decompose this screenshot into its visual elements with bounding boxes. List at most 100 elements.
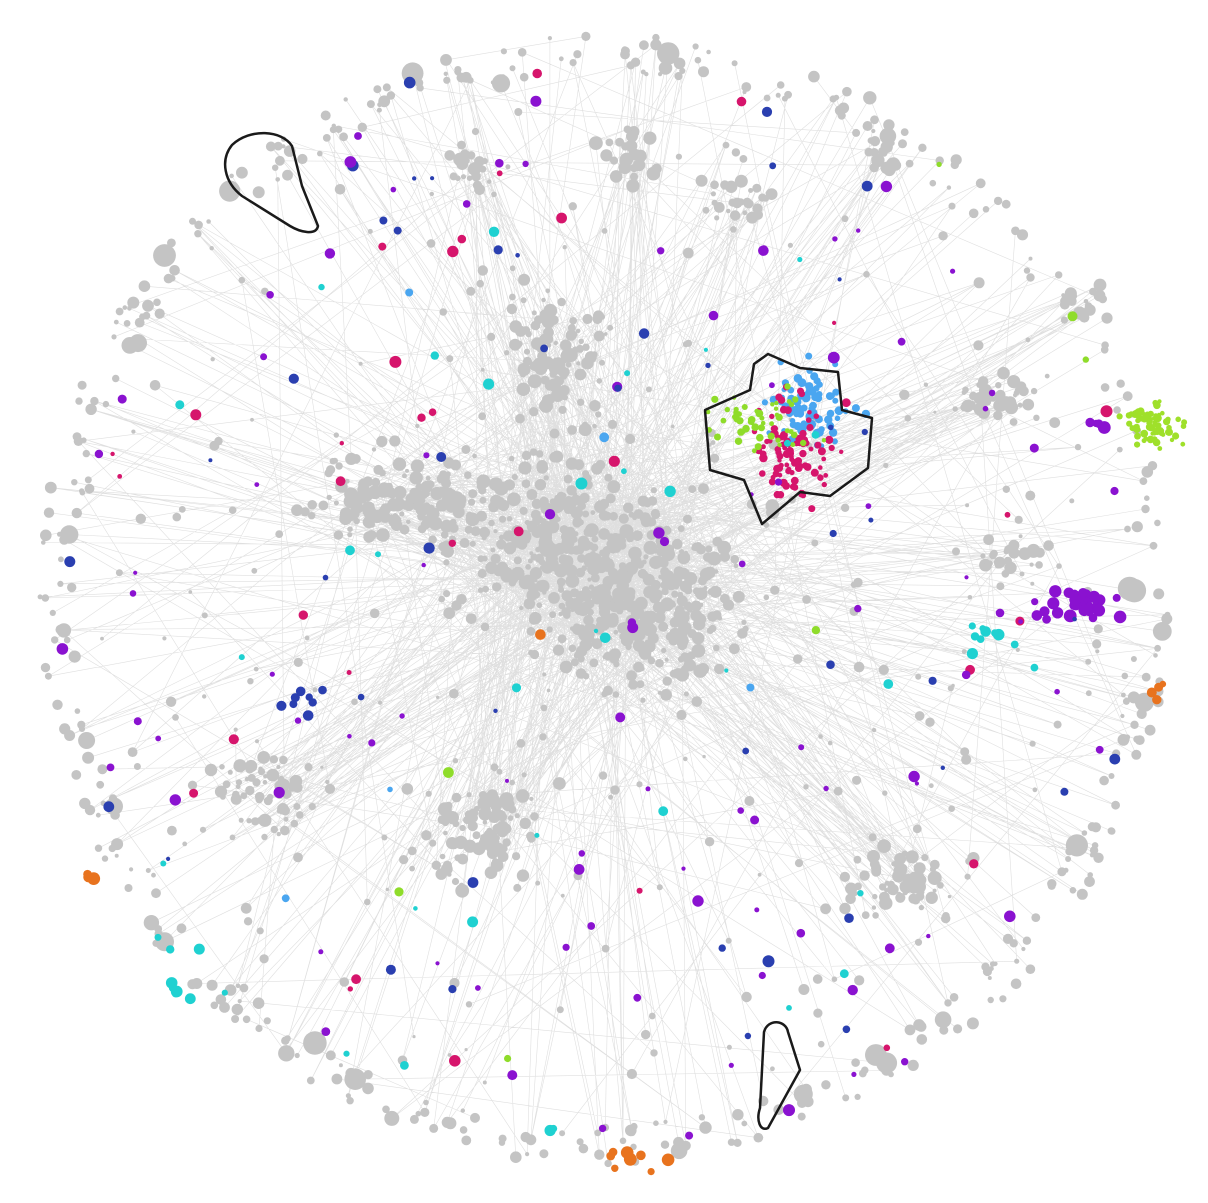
- node: [464, 1048, 468, 1052]
- node: [1122, 697, 1130, 705]
- node: [602, 606, 609, 613]
- node: [591, 638, 603, 650]
- colored-node: [775, 464, 784, 472]
- node: [57, 531, 62, 537]
- node: [594, 1149, 605, 1160]
- node: [167, 825, 177, 836]
- colored-node: [166, 945, 175, 954]
- colored-node: [184, 993, 196, 1005]
- colored-node: [344, 156, 357, 168]
- node: [648, 1012, 656, 1020]
- node: [518, 461, 532, 475]
- node: [579, 492, 590, 504]
- node: [206, 979, 218, 991]
- node: [467, 162, 481, 176]
- node: [800, 1083, 812, 1096]
- node: [962, 399, 974, 411]
- colored-node: [357, 693, 365, 701]
- node: [443, 457, 455, 469]
- node: [852, 891, 858, 897]
- node: [642, 498, 652, 508]
- node: [600, 600, 606, 606]
- node: [525, 1134, 537, 1146]
- node: [502, 838, 511, 847]
- node: [560, 893, 565, 898]
- node: [1099, 775, 1109, 786]
- node: [671, 590, 679, 598]
- colored-node: [447, 245, 459, 258]
- node: [914, 711, 925, 721]
- node: [557, 297, 566, 307]
- colored-node: [714, 433, 721, 441]
- node: [477, 587, 484, 593]
- colored-node: [807, 410, 812, 415]
- node: [478, 807, 492, 821]
- colored-node: [318, 685, 327, 695]
- node: [559, 367, 570, 378]
- colored-node: [1134, 432, 1141, 440]
- colored-node: [1135, 413, 1142, 420]
- colored-node: [321, 1027, 331, 1036]
- colored-node: [991, 629, 999, 637]
- node: [451, 877, 460, 886]
- colored-node: [834, 415, 841, 422]
- node: [172, 512, 182, 522]
- node: [925, 717, 935, 727]
- node: [77, 720, 86, 729]
- colored-node: [399, 713, 405, 719]
- node: [623, 502, 634, 514]
- colored-node: [790, 431, 798, 439]
- node: [682, 247, 694, 259]
- node: [519, 72, 529, 82]
- node: [699, 1121, 712, 1134]
- colored-node: [685, 1131, 694, 1140]
- node: [575, 328, 581, 334]
- node: [658, 606, 666, 615]
- node: [840, 503, 850, 512]
- node: [1122, 578, 1147, 603]
- colored-node: [810, 468, 819, 477]
- node: [544, 394, 555, 405]
- node: [1093, 624, 1103, 634]
- colored-node: [400, 1061, 409, 1070]
- colored-node: [1078, 588, 1088, 598]
- node: [511, 536, 523, 548]
- colored-node: [436, 452, 447, 462]
- node: [459, 1126, 468, 1134]
- node: [817, 1040, 825, 1048]
- node: [440, 531, 449, 539]
- node: [59, 723, 71, 735]
- colored-node: [800, 439, 807, 447]
- node: [942, 912, 950, 920]
- colored-node: [575, 477, 588, 490]
- node: [1111, 800, 1120, 810]
- node: [238, 817, 244, 823]
- node: [521, 450, 532, 461]
- node: [90, 396, 99, 406]
- node: [867, 849, 880, 863]
- colored-node: [796, 928, 806, 938]
- colored-node: [720, 417, 727, 424]
- colored-node: [64, 556, 76, 568]
- node: [252, 186, 265, 199]
- colored-node: [208, 458, 213, 463]
- node: [604, 1159, 612, 1168]
- node: [446, 500, 452, 505]
- node: [619, 524, 634, 539]
- colored-node: [1070, 589, 1079, 598]
- node: [950, 154, 962, 166]
- colored-node: [832, 320, 837, 325]
- node: [266, 768, 280, 782]
- node: [1069, 887, 1077, 894]
- colored-node: [908, 770, 920, 783]
- colored-node: [540, 344, 548, 353]
- node: [555, 516, 561, 522]
- node: [247, 678, 254, 685]
- colored-node: [1018, 619, 1023, 624]
- colored-node: [254, 482, 260, 487]
- colored-node: [736, 417, 744, 425]
- colored-node: [1180, 441, 1186, 447]
- colored-node: [390, 186, 397, 193]
- colored-node: [751, 448, 757, 454]
- node: [567, 324, 576, 332]
